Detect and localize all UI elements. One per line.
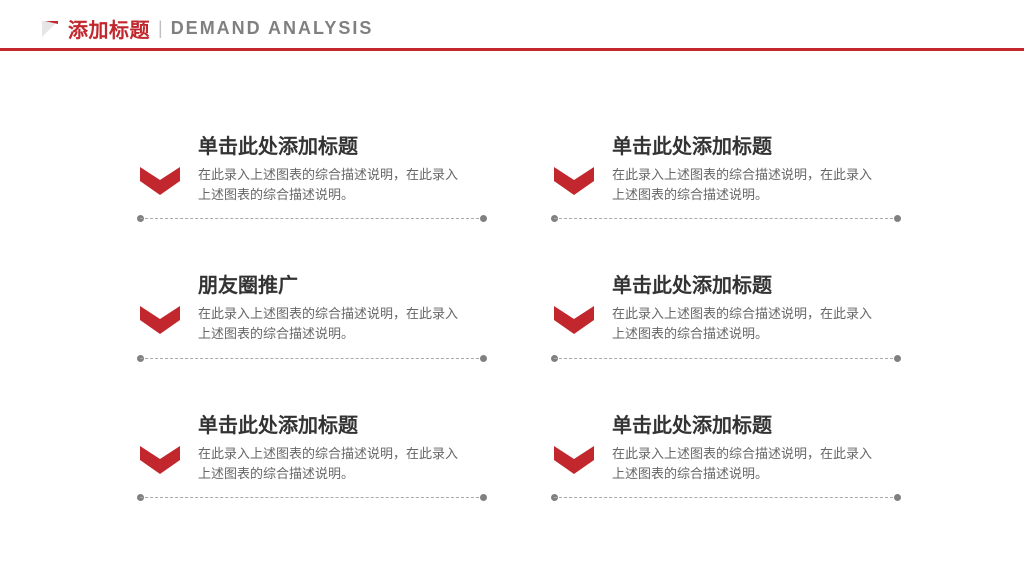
dotted-line [554, 497, 898, 498]
grid-item: 朋友圈推广 在此录入上述图表的综合描述说明，在此录入上述图表的综合描述说明。 [140, 269, 484, 362]
dot-icon [480, 355, 487, 362]
items-grid: 单击此处添加标题 在此录入上述图表的综合描述说明，在此录入上述图表的综合描述说明… [140, 130, 898, 502]
dotted-line [140, 218, 484, 219]
item-desc: 在此录入上述图表的综合描述说明，在此录入上述图表的综合描述说明。 [612, 165, 872, 205]
chevron-down-icon [554, 446, 594, 476]
item-row: 在此录入上述图表的综合描述说明，在此录入上述图表的综合描述说明。 [140, 304, 484, 344]
item-title: 单击此处添加标题 [612, 269, 898, 298]
item-desc: 在此录入上述图表的综合描述说明，在此录入上述图表的综合描述说明。 [612, 444, 872, 484]
item-row: 在此录入上述图表的综合描述说明，在此录入上述图表的综合描述说明。 [140, 444, 484, 484]
item-row: 在此录入上述图表的综合描述说明，在此录入上述图表的综合描述说明。 [554, 165, 898, 205]
dot-icon [480, 494, 487, 501]
item-divider [140, 355, 484, 363]
dot-icon [894, 215, 901, 222]
grid-item: 单击此处添加标题 在此录入上述图表的综合描述说明，在此录入上述图表的综合描述说明… [140, 409, 484, 502]
item-desc: 在此录入上述图表的综合描述说明，在此录入上述图表的综合描述说明。 [612, 304, 872, 344]
dot-icon [480, 215, 487, 222]
item-divider [140, 215, 484, 223]
item-row: 在此录入上述图表的综合描述说明，在此录入上述图表的综合描述说明。 [554, 444, 898, 484]
item-divider [554, 215, 898, 223]
chevron-down-icon [140, 167, 180, 197]
item-divider [140, 494, 484, 502]
item-title: 单击此处添加标题 [198, 409, 484, 438]
grid-item: 单击此处添加标题 在此录入上述图表的综合描述说明，在此录入上述图表的综合描述说明… [554, 269, 898, 362]
header-separator: | [158, 18, 163, 39]
dotted-line [140, 497, 484, 498]
dot-icon [894, 355, 901, 362]
item-title: 单击此处添加标题 [198, 130, 484, 159]
header-corner-icon [42, 21, 58, 37]
item-row: 在此录入上述图表的综合描述说明，在此录入上述图表的综合描述说明。 [140, 165, 484, 205]
chevron-down-icon [554, 167, 594, 197]
item-desc: 在此录入上述图表的综合描述说明，在此录入上述图表的综合描述说明。 [198, 304, 458, 344]
dotted-line [554, 218, 898, 219]
grid-item: 单击此处添加标题 在此录入上述图表的综合描述说明，在此录入上述图表的综合描述说明… [554, 130, 898, 223]
grid-item: 单击此处添加标题 在此录入上述图表的综合描述说明，在此录入上述图表的综合描述说明… [140, 130, 484, 223]
header-title-cn: 添加标题 [68, 14, 150, 43]
item-divider [554, 355, 898, 363]
dot-icon [894, 494, 901, 501]
grid-item: 单击此处添加标题 在此录入上述图表的综合描述说明，在此录入上述图表的综合描述说明… [554, 409, 898, 502]
item-desc: 在此录入上述图表的综合描述说明，在此录入上述图表的综合描述说明。 [198, 444, 458, 484]
chevron-down-icon [140, 446, 180, 476]
item-divider [554, 494, 898, 502]
item-title: 单击此处添加标题 [612, 409, 898, 438]
slide: 添加标题 | DEMAND ANALYSIS 单击此处添加标题 在此录入上述图表… [0, 0, 1024, 576]
item-desc: 在此录入上述图表的综合描述说明，在此录入上述图表的综合描述说明。 [198, 165, 458, 205]
dotted-line [140, 358, 484, 359]
chevron-down-icon [554, 306, 594, 336]
item-title: 单击此处添加标题 [612, 130, 898, 159]
header-title-en: DEMAND ANALYSIS [171, 18, 374, 39]
item-title: 朋友圈推广 [198, 269, 484, 298]
slide-header: 添加标题 | DEMAND ANALYSIS [42, 14, 373, 43]
chevron-down-icon [140, 306, 180, 336]
item-row: 在此录入上述图表的综合描述说明，在此录入上述图表的综合描述说明。 [554, 304, 898, 344]
header-rule [0, 48, 1024, 51]
dotted-line [554, 358, 898, 359]
